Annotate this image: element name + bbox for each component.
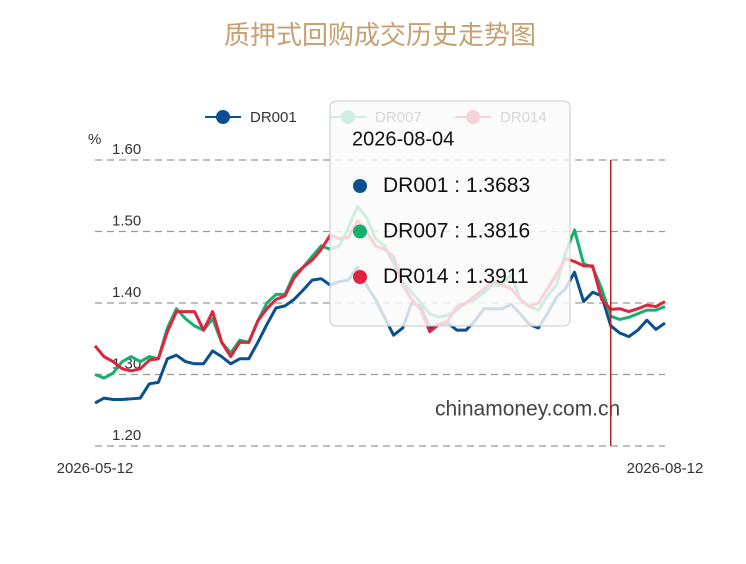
tooltip-row: DR001 : 1.3683 xyxy=(383,174,530,197)
tooltip-dot xyxy=(353,224,367,239)
y-tick-label: 1.60 xyxy=(112,141,141,158)
tooltip-dot xyxy=(353,179,367,193)
tooltip-dot xyxy=(353,270,367,284)
tooltip-separator: : xyxy=(448,265,466,288)
x-tick-label: 2026-08-12 xyxy=(627,460,704,477)
tooltip-row: DR007 : 1.3816 xyxy=(383,219,530,242)
tooltip-box xyxy=(329,100,571,327)
tooltip-value: 1.3911 xyxy=(466,265,529,288)
tooltip-date: 2026-08-04 xyxy=(352,128,454,150)
y-tick-label: 1.50 xyxy=(112,212,141,229)
chart-title: 质押式回购成交历史走势图 xyxy=(224,20,536,50)
watermark: chinamoney.com.cn xyxy=(435,398,620,421)
y-tick-label: 1.20 xyxy=(112,427,141,444)
x-tick-label: 2026-05-12 xyxy=(57,460,134,477)
tooltip-value: 1.3816 xyxy=(466,219,530,242)
tooltip-row: DR014 : 1.3911 xyxy=(383,265,529,288)
tooltip-value: 1.3683 xyxy=(466,174,530,197)
tooltip-separator: : xyxy=(448,174,466,197)
tooltip-series-name: DR001 xyxy=(383,174,448,197)
tooltip-separator: : xyxy=(448,219,466,242)
legend-label: DR001 xyxy=(250,109,297,126)
tooltip-series-name: DR014 xyxy=(383,265,449,288)
y-axis-label: % xyxy=(88,131,101,148)
tooltip-series-name: DR007 xyxy=(383,219,448,242)
y-tick-label: 1.40 xyxy=(112,284,141,301)
legend-item: DR001 xyxy=(205,109,297,126)
legend-swatch-dot xyxy=(216,110,230,124)
